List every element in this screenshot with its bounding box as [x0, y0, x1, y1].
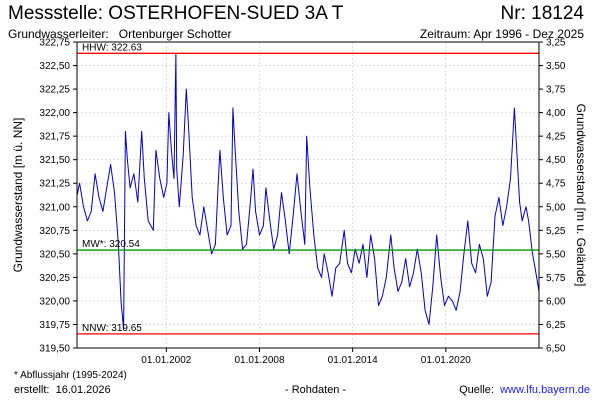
y-axis-right: 3,25 3,50 3,75 4,00 4,25 4,50 4,75 5,00 5,25 5,50… [539, 38, 566, 355]
aquifer-label: Grundwasserleiter: [8, 27, 109, 41]
reference-line-label: HHW: 322.63 [82, 42, 142, 53]
groundwater-level-line [76, 52, 540, 330]
reference-lines: HHW: 322.63 MW*: 320.54 NNW: 319.65 [77, 42, 539, 335]
y-tick-label-left: 320,50 [39, 249, 70, 260]
plot-frame [76, 41, 540, 349]
time-period: Zeitraum: Apr 1996 - Dez 2025 [419, 27, 584, 41]
y-tick-label-right: 5,25 [546, 226, 566, 237]
y-tick-label-left: 321,75 [39, 132, 70, 143]
raw-data-note: - Rohdaten - [285, 384, 347, 396]
y-tick-label-left: 319,50 [39, 344, 70, 355]
chart-title: Messstelle: OSTERHOFEN-SUED 3A T [8, 3, 344, 24]
y-tick-label-left: 321,00 [39, 202, 70, 213]
y-tick-label-right: 4,25 [546, 132, 566, 143]
series-layer [76, 52, 540, 330]
y-tick-label-right: 6,25 [546, 320, 566, 331]
x-axis: 01.01.2002 01.01.2008 01.01.2014 01.01.2020 [141, 348, 471, 366]
x-tick-label: 01.01.2008 [234, 355, 284, 366]
y-tick-label-left: 320,75 [39, 226, 70, 237]
footnote: * Abflussjahr (1995-2024) [14, 370, 127, 381]
y-axis-left: 322,75 322,50 322,25 322,00 321,75 321,50 321,… [39, 38, 77, 355]
y-tick-label-right: 3,25 [546, 38, 566, 49]
created-label: erstellt: [14, 384, 50, 396]
y-tick-label-right: 6,00 [546, 296, 566, 307]
y-tick-label-left: 321,25 [39, 179, 70, 190]
x-tick-label: 01.01.2020 [421, 355, 471, 366]
source-label: Quelle: [459, 384, 494, 396]
created-value: 16.01.2026 [55, 384, 111, 396]
aquifer-value: Ortenburger Schotter [118, 27, 232, 41]
y-tick-label-right: 5,00 [546, 202, 566, 213]
aquifer-info: Grundwasserleiter: Ortenburger Schotter [8, 27, 231, 41]
y-tick-label-left: 322,25 [39, 85, 70, 96]
y-tick-label-right: 6,50 [546, 344, 566, 355]
y-axis-label-left: Grundwasserstand [m ü. NN] [11, 118, 25, 273]
y-axis-label-right: Grundwasserstand [m u. Gelände] [574, 104, 588, 287]
created-date: erstellt: 16.01.2026 [14, 384, 111, 396]
y-tick-label-right: 4,50 [546, 155, 566, 166]
y-tick-label-left: 320,00 [39, 296, 70, 307]
reference-line-label: NNW: 319.65 [82, 323, 142, 334]
reference-line-label: MW*: 320.54 [82, 239, 140, 250]
y-tick-label-right: 5,50 [546, 249, 566, 260]
y-tick-label-right: 3,50 [546, 61, 566, 72]
source: Quelle: www.lfu.bayern.de [459, 384, 590, 396]
source-link[interactable]: www.lfu.bayern.de [500, 384, 590, 396]
y-tick-label-left: 319,75 [39, 320, 70, 331]
y-tick-label-right: 5,75 [546, 273, 566, 284]
y-tick-label-left: 322,50 [39, 61, 70, 72]
y-tick-label-right: 4,00 [546, 108, 566, 119]
x-tick-label: 01.01.2014 [328, 355, 378, 366]
y-tick-label-right: 3,75 [546, 85, 566, 96]
y-tick-label-left: 320,25 [39, 273, 70, 284]
y-tick-label-right: 4,75 [546, 179, 566, 190]
y-tick-label-left: 321,50 [39, 155, 70, 166]
y-tick-label-left: 322,75 [39, 38, 70, 49]
y-tick-label-left: 322,00 [39, 108, 70, 119]
station-number: Nr: 18124 [500, 3, 584, 24]
x-tick-label: 01.01.2002 [141, 355, 191, 366]
